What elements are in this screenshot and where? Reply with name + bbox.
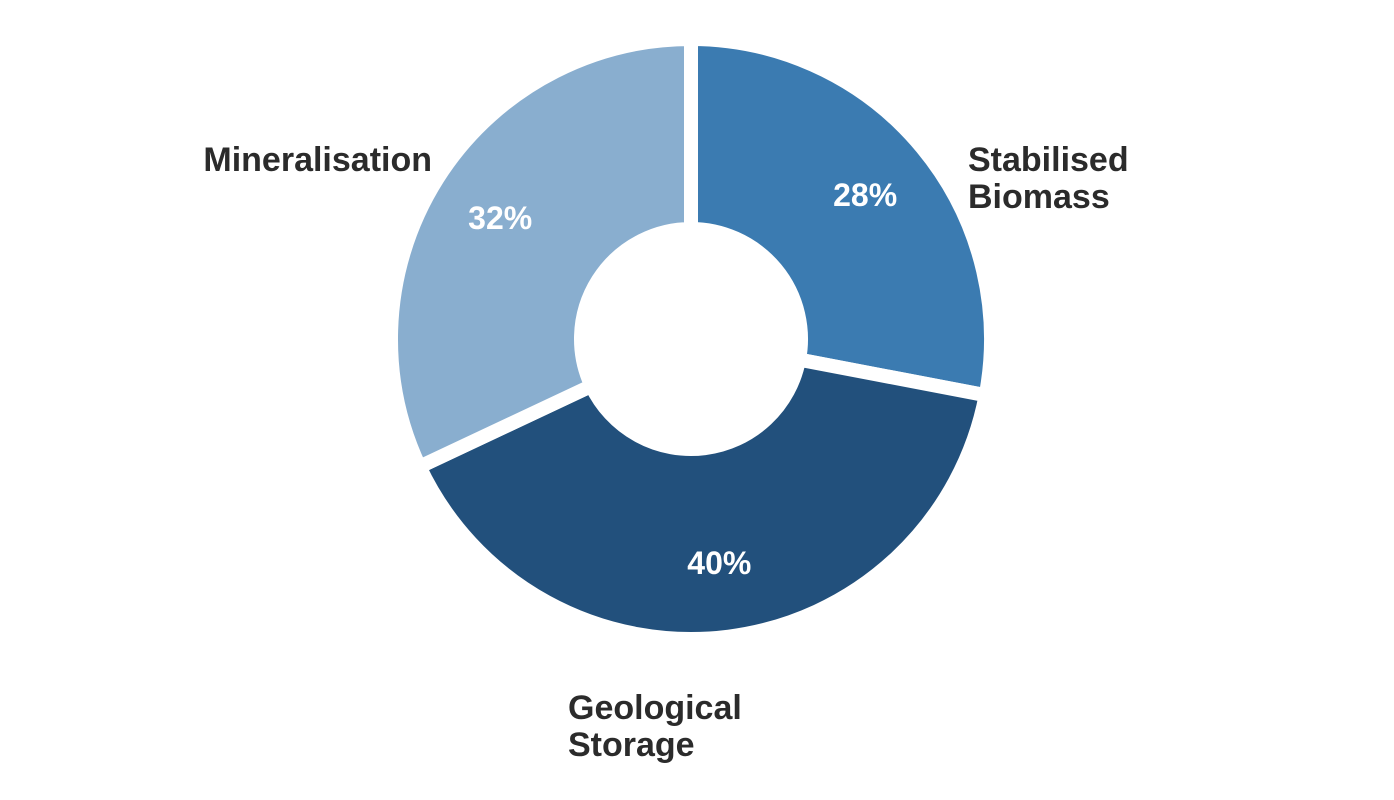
category-label-line: Stabilised bbox=[968, 141, 1129, 179]
category-label-mineralisation: Mineralisation bbox=[203, 141, 432, 179]
value-label-stabilised-biomass: 28% bbox=[833, 177, 897, 213]
slice-mineralisation bbox=[384, 31, 698, 477]
slice-stabilised-biomass bbox=[684, 31, 998, 404]
donut-slices bbox=[384, 31, 998, 646]
category-label-geological-storage: Geological Storage bbox=[568, 689, 742, 764]
percentage-labels: 28% 40% 32% bbox=[468, 177, 897, 581]
category-label-line: Mineralisation bbox=[203, 141, 432, 179]
category-label-line: Biomass bbox=[968, 178, 1110, 216]
value-label-mineralisation: 32% bbox=[468, 200, 532, 236]
slice-geological-storage bbox=[410, 351, 994, 646]
value-label-geological-storage: 40% bbox=[687, 545, 751, 581]
category-label-line: Geological bbox=[568, 689, 742, 727]
category-label-stabilised-biomass: Stabilised Biomass bbox=[968, 141, 1129, 216]
category-label-line: Storage bbox=[568, 726, 695, 764]
category-labels: Stabilised Biomass Geological Storage Minera… bbox=[203, 141, 1128, 764]
